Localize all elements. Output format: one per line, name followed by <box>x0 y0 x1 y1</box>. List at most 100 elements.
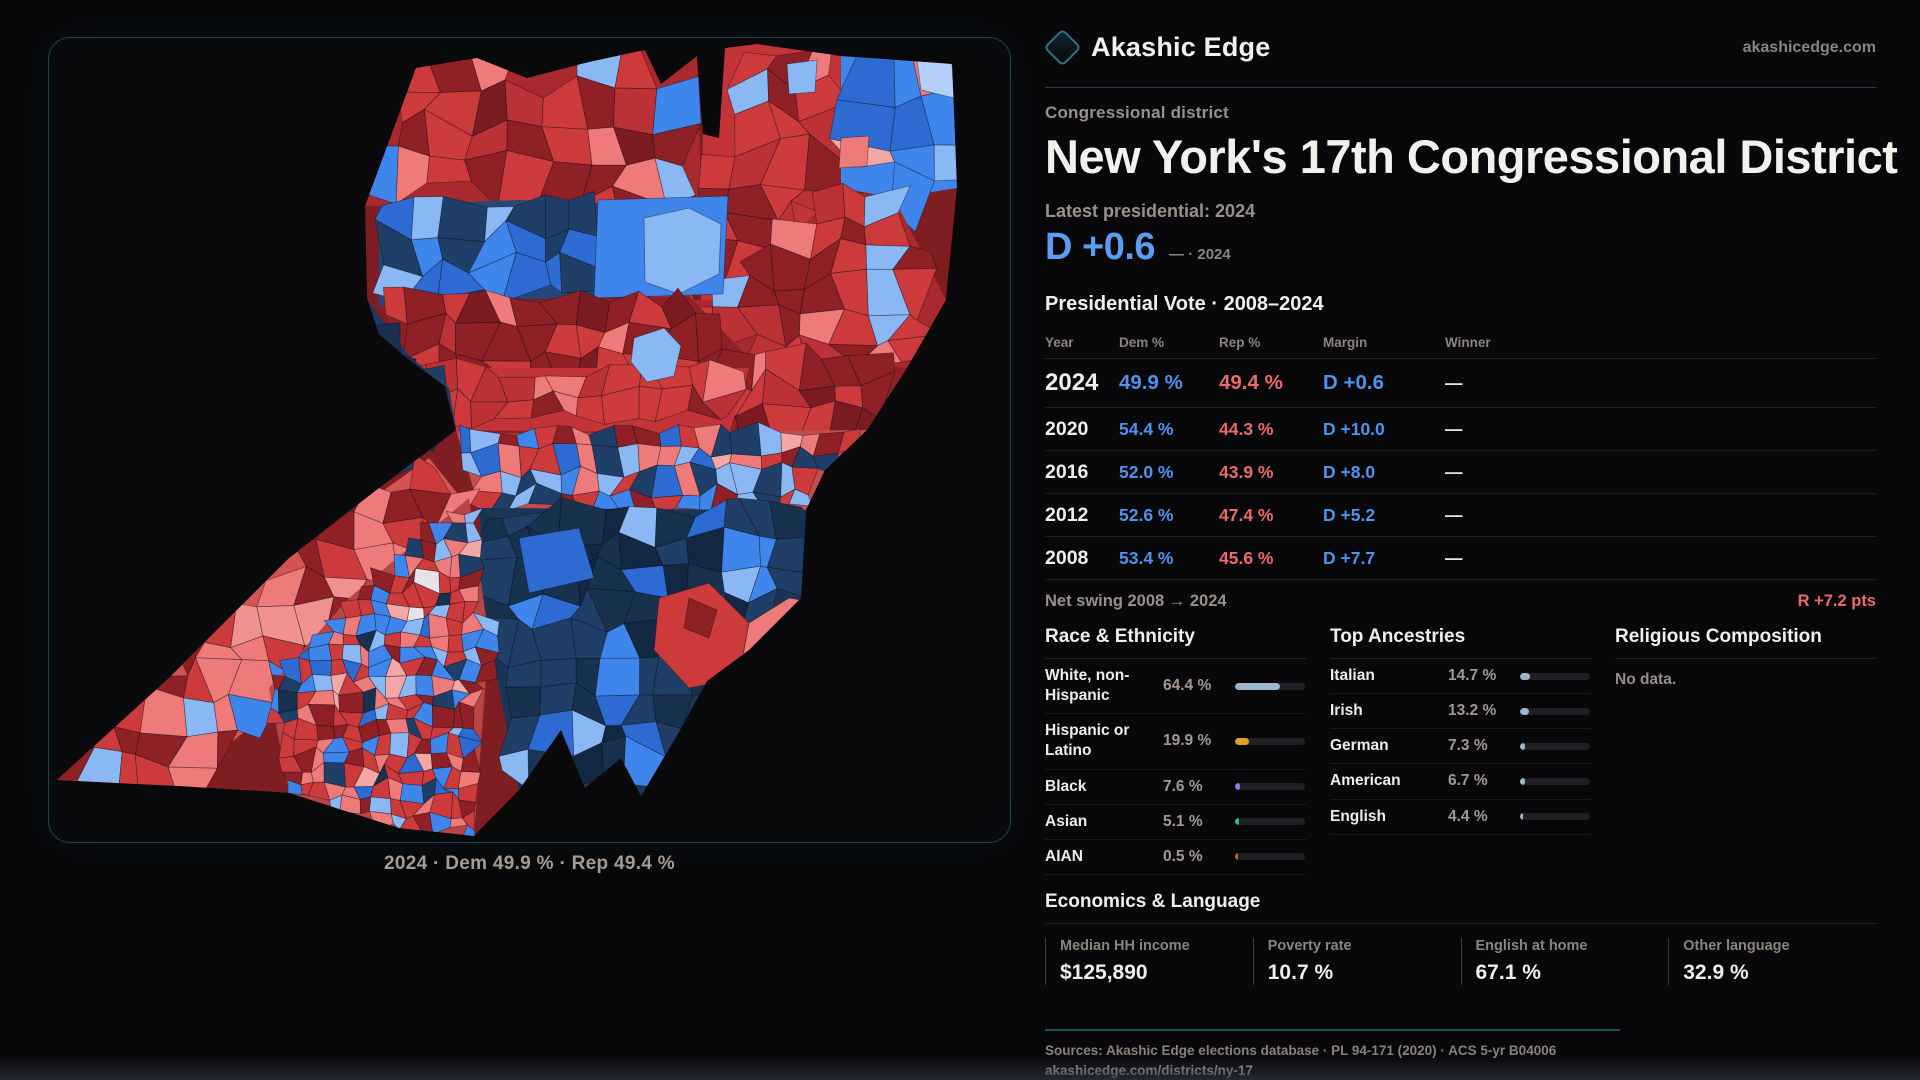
vote-row-2016: 2016 52.0 % 43.9 % D +8.0 — <box>1045 451 1876 494</box>
ancestry-row: German 7.3 % <box>1330 729 1591 765</box>
district-url-link[interactable]: akashicedge.com/districts/ny-17 <box>1045 1062 1253 1078</box>
econ-stat-label: Other language <box>1683 937 1790 954</box>
race-row-value: 19.9 % <box>1163 732 1212 750</box>
vote-cell-dem: 52.6 % <box>1119 504 1174 525</box>
header-divider <box>1045 87 1876 88</box>
panel-footer: Sources: Akashic Edge elections database… <box>1045 1028 1876 1078</box>
col-year: Year <box>1045 334 1074 350</box>
vote-cell-margin: D +7.7 <box>1323 547 1376 568</box>
vote-cell-margin: D +0.6 <box>1323 371 1384 394</box>
ancestry-row: Irish 13.2 % <box>1330 694 1591 730</box>
brand-name: Akashic Edge <box>1091 32 1271 62</box>
vote-row-2024: 2024 49.9 % 49.4 % D +0.6 — <box>1045 359 1876 408</box>
ancestry-row-bar-fill <box>1520 777 1525 785</box>
ancestry-row: English 4.4 % <box>1330 800 1591 835</box>
economics-stats: Median HH income $125,890 Poverty rate 10.7… <box>1045 937 1876 985</box>
econ-stat: Other language 32.9 % <box>1668 937 1876 985</box>
site-link[interactable]: akashicedge.com <box>1742 38 1876 56</box>
race-row-bar-fill <box>1235 783 1241 791</box>
vote-cell-dem: 52.0 % <box>1119 461 1174 482</box>
ancestry-row-bar <box>1520 813 1590 821</box>
ancestry-row: American 6.7 % <box>1330 764 1591 800</box>
demographics-grid: Race & Ethnicity White, non-Hispanic 64.4… <box>1045 626 1876 875</box>
ancestry-row-value: 4.4 % <box>1448 807 1488 825</box>
econ-stat: English at home 67.1 % <box>1460 937 1669 985</box>
vote-cell-rep: 45.6 % <box>1219 547 1274 568</box>
vote-cell-dem: 53.4 % <box>1119 547 1174 568</box>
ancestry-row-label: American <box>1330 772 1401 790</box>
ancestry-row-bar <box>1520 672 1590 680</box>
race-row: Hispanic or Latino 19.9 % <box>1045 714 1306 770</box>
vote-table: Year Dem % Rep % Margin Winner 2024 49.9 … <box>1045 326 1876 580</box>
econ-stat-label: Median HH income <box>1060 937 1190 954</box>
economics-section: Economics & Language Median HH income $12… <box>1045 891 1876 985</box>
religion-empty: No data. <box>1615 671 1677 688</box>
district-map-card <box>48 37 1011 843</box>
district-title: New York's 17th Congressional District <box>1045 130 1898 183</box>
economics-divider <box>1045 922 1876 924</box>
net-swing-label: Net swing 2008 → 2024 <box>1045 591 1227 610</box>
ancestry-row-bar-fill <box>1520 672 1531 680</box>
race-row-bar-fill <box>1235 818 1239 826</box>
race-row-label: AIAN <box>1045 847 1083 865</box>
vote-cell-margin: D +5.2 <box>1323 504 1376 525</box>
latest-margin-row: D +0.6 — · 2024 <box>1045 226 1920 269</box>
col-margin: Margin <box>1323 334 1368 350</box>
ancestry-row: Italian 14.7 % <box>1330 659 1591 695</box>
vote-row-2012: 2012 52.6 % 47.4 % D +5.2 — <box>1045 494 1876 537</box>
race-row-label: Black <box>1045 777 1087 795</box>
brand-diamond-icon <box>1043 28 1082 67</box>
vote-cell-year: 2008 <box>1045 546 1089 569</box>
ancestry-row-value: 14.7 % <box>1448 667 1497 685</box>
vote-cell-dem: 49.9 % <box>1119 371 1183 394</box>
vote-table-body: 2024 49.9 % 49.4 % D +0.6 — 2020 54.4 % 44.3 % D… <box>1045 359 1876 580</box>
net-swing-value: R +7.2 pts <box>1797 591 1876 610</box>
vote-cell-rep: 44.3 % <box>1219 418 1274 439</box>
ancestry-rows: Italian 14.7 % Irish 13.2 % German 7.3 % Ameri… <box>1330 659 1591 835</box>
econ-stat-value: 32.9 % <box>1683 960 1749 984</box>
ancestry-row-bar <box>1520 707 1590 715</box>
sources-line: Sources: Akashic Edge elections database… <box>1045 1042 1557 1058</box>
race-row-bar <box>1235 783 1305 791</box>
ancestry-row-bar <box>1520 777 1590 785</box>
econ-stat: Poverty rate 10.7 % <box>1252 937 1461 985</box>
race-row-label: White, non-Hispanic <box>1045 667 1130 705</box>
kicker: Congressional district <box>1045 103 1229 122</box>
ancestry-row-bar-fill <box>1520 813 1524 821</box>
race-row-bar-fill <box>1235 853 1238 861</box>
ancestry-row-label: English <box>1330 807 1386 825</box>
ancestry-row-label: German <box>1330 737 1389 755</box>
race-row-value: 64.4 % <box>1163 677 1212 695</box>
latest-margin-note: — · 2024 <box>1169 246 1231 263</box>
race-row-label: Hispanic or Latino <box>1045 722 1130 760</box>
race-row: White, non-Hispanic 64.4 % <box>1045 659 1306 715</box>
ancestry-row-bar-fill <box>1520 707 1530 715</box>
vote-cell-winner: — <box>1445 461 1463 482</box>
economics-title: Economics & Language <box>1045 890 1261 912</box>
race-row-value: 7.6 % <box>1163 777 1203 795</box>
race-row-value: 0.5 % <box>1163 847 1203 865</box>
econ-stat-value: 67.1 % <box>1475 960 1541 984</box>
footer-divider <box>1045 1028 1620 1031</box>
race-row-bar <box>1235 682 1305 690</box>
vote-cell-rep: 49.4 % <box>1219 371 1283 394</box>
ancestry-row-label: Italian <box>1330 667 1375 684</box>
race-row: Black 7.6 % <box>1045 770 1306 805</box>
col-winner: Winner <box>1445 334 1491 350</box>
vote-cell-winner: — <box>1445 372 1463 393</box>
vote-cell-rep: 47.4 % <box>1219 504 1274 525</box>
race-row-bar <box>1235 818 1305 826</box>
econ-stat-label: Poverty rate <box>1267 937 1352 954</box>
ancestries-section: Top Ancestries Italian 14.7 % Irish 13.2 % G… <box>1330 626 1591 875</box>
vote-cell-year: 2020 <box>1045 417 1089 440</box>
ancestry-row-bar-fill <box>1520 742 1526 750</box>
latest-label: Latest presidential: 2024 <box>1045 201 1256 221</box>
vote-table-title: Presidential Vote · 2008–2024 <box>1045 293 1324 315</box>
econ-stat-value: 10.7 % <box>1267 960 1334 984</box>
ancestry-row-value: 13.2 % <box>1448 702 1497 720</box>
vote-cell-winner: — <box>1445 547 1463 568</box>
vote-table-header: Year Dem % Rep % Margin Winner <box>1045 326 1876 359</box>
ancestries-title: Top Ancestries <box>1330 626 1591 659</box>
ancestry-row-label: Irish <box>1330 702 1363 720</box>
ancestry-row-value: 6.7 % <box>1448 772 1488 790</box>
